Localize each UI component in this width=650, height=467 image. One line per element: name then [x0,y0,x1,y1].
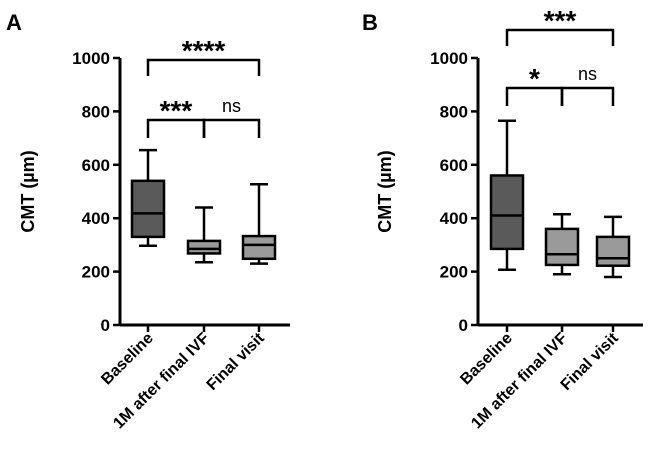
y-axis-title: CMT (µm) [18,150,38,232]
y-tick-label: 400 [82,209,110,228]
x-tick-label: Baseline [457,330,516,389]
bracket-line [505,28,615,46]
y-tick-label: 400 [440,209,468,228]
significance-label: *** [160,95,193,126]
box-2 [241,183,277,265]
panel-label: B [362,10,378,35]
box-1 [544,212,580,276]
y-tick-label: 0 [459,316,468,335]
significance-label: * [529,63,540,94]
x-tick-label: Final visit [204,329,269,394]
y-tick-label: 600 [82,156,110,175]
box-0 [130,148,166,247]
box-iqr [489,174,525,251]
box-iqr [544,227,580,267]
significance-label: ns [222,96,241,116]
bracket-line [560,86,615,106]
significance-bracket: *** [146,95,206,138]
y-tick-label: 1000 [430,49,468,68]
panel-label: A [6,10,22,35]
bracket-line [202,118,261,138]
significance-label: *** [544,5,577,36]
x-tick-label: 1M after final IVF [110,330,213,433]
y-tick-label: 800 [440,102,468,121]
significance-label: **** [182,35,226,66]
y-tick-label: 1000 [72,49,110,68]
box-2 [595,215,631,279]
y-axis-title: CMT (µm) [375,150,395,232]
y-tick-label: 800 [82,102,110,121]
x-tick-label: 1M after final IVF [468,330,571,433]
significance-bracket: * [505,63,564,106]
x-tick-label: Baseline [98,330,157,389]
y-tick-label: 200 [82,263,110,282]
box-0 [489,119,525,271]
significance-bracket: *** [505,5,615,46]
significance-bracket: ns [202,96,261,138]
y-tick-label: 200 [440,263,468,282]
box-iqr [595,235,631,267]
significance-label: ns [578,64,597,84]
box-iqr [130,179,166,239]
significance-bracket: **** [146,35,261,76]
bracket-line [146,58,261,76]
box-1 [186,206,222,264]
box-iqr [241,234,277,261]
box-iqr [186,239,222,255]
y-tick-label: 0 [101,316,110,335]
significance-bracket: ns [560,64,615,106]
y-tick-label: 600 [440,156,468,175]
